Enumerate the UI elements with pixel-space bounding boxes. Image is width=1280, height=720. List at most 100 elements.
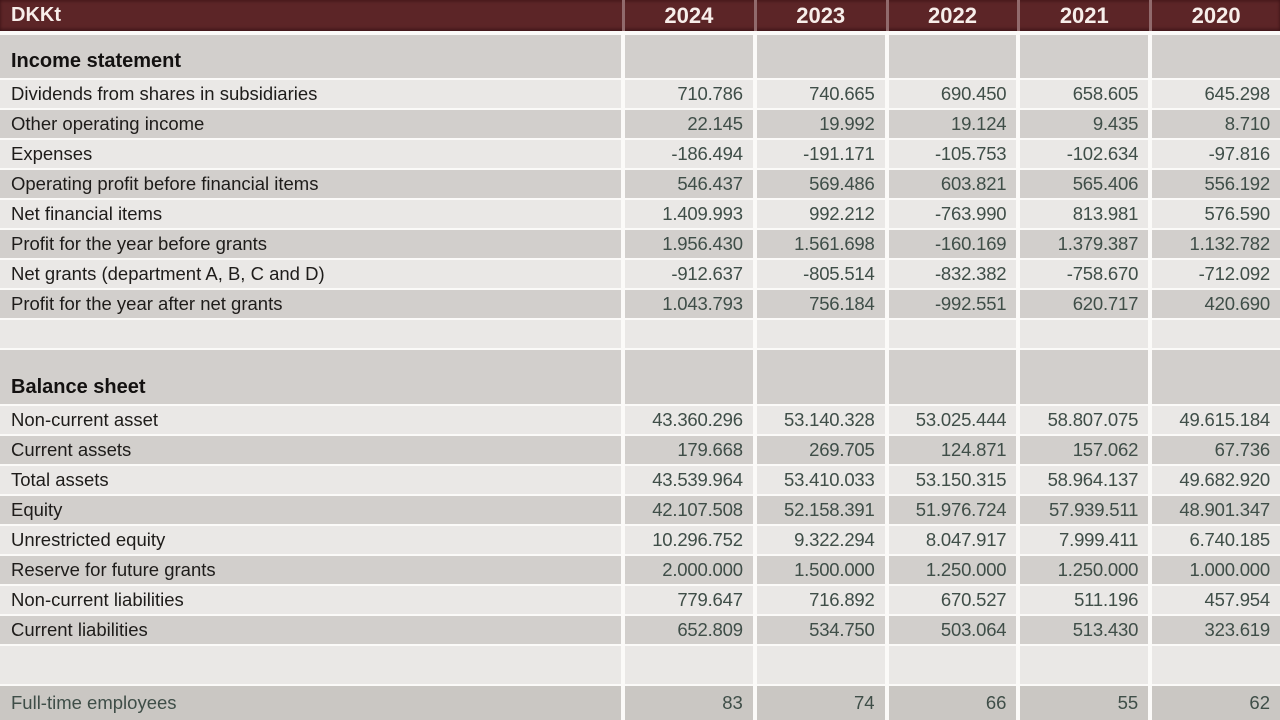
cell-value: 690.450: [888, 80, 1017, 108]
cell-value: 565.406: [1020, 170, 1149, 198]
year-header: 2023: [757, 0, 885, 31]
cell-value: -186.494: [625, 140, 753, 168]
cell-value: 740.665: [756, 80, 885, 108]
cell-value: 534.750: [756, 616, 885, 644]
cell-value: 62: [1152, 686, 1280, 720]
empty-cell: [1020, 35, 1149, 78]
table-row: Profit for the year before grants 1.956.4…: [0, 230, 1280, 258]
year-header: 2024: [625, 0, 753, 31]
row-label: Profit for the year after net grants: [0, 290, 621, 318]
cell-value: 67.736: [1152, 436, 1280, 464]
cell-value: 49.682.920: [1152, 466, 1280, 494]
cell-value: 503.064: [888, 616, 1017, 644]
empty-cell: [625, 350, 753, 404]
row-label: Profit for the year before grants: [0, 230, 621, 258]
table-row: Dividends from shares in subsidiaries 710…: [0, 80, 1280, 108]
cell-value: -191.171: [756, 140, 885, 168]
cell-value: 57.939.511: [1020, 496, 1149, 524]
cell-value: 157.062: [1020, 436, 1149, 464]
year-header: 2020: [1152, 0, 1280, 31]
cell-value: 42.107.508: [625, 496, 753, 524]
row-label: Current assets: [0, 436, 621, 464]
cell-value: 52.158.391: [756, 496, 885, 524]
cell-value: 756.184: [756, 290, 885, 318]
cell-value: 43.539.964: [625, 466, 753, 494]
empty-cell: [756, 350, 885, 404]
cell-value: 569.486: [756, 170, 885, 198]
table-row: Current assets 179.668 269.705 124.871 157.0…: [0, 436, 1280, 464]
cell-value: 179.668: [625, 436, 753, 464]
cell-value: 53.150.315: [888, 466, 1017, 494]
empty-cell: [625, 320, 753, 348]
cell-value: -992.551: [888, 290, 1017, 318]
section-title: Balance sheet: [0, 350, 621, 404]
row-label: Non-current asset: [0, 406, 621, 434]
cell-value: -758.670: [1020, 260, 1149, 288]
empty-cell: [888, 350, 1017, 404]
cell-value: 1.500.000: [756, 556, 885, 584]
cell-value: 1.250.000: [888, 556, 1017, 584]
empty-cell: [888, 646, 1017, 684]
cell-value: 269.705: [756, 436, 885, 464]
cell-value: 645.298: [1152, 80, 1280, 108]
table-row: Expenses -186.494 -191.171 -105.753 -102.634…: [0, 140, 1280, 168]
table-body: Income statement Dividends from shares in…: [0, 35, 1280, 720]
section-header-row: Balance sheet: [0, 350, 1280, 404]
empty-cell: [888, 320, 1017, 348]
cell-value: 1.000.000: [1152, 556, 1280, 584]
cell-value: 55: [1020, 686, 1149, 720]
cell-value: 43.360.296: [625, 406, 753, 434]
empty-cell: [1152, 35, 1280, 78]
cell-value: -763.990: [888, 200, 1017, 228]
cell-value: 19.992: [756, 110, 885, 138]
cell-value: 576.590: [1152, 200, 1280, 228]
cell-value: 1.132.782: [1152, 230, 1280, 258]
cell-value: 603.821: [888, 170, 1017, 198]
cell-value: 74: [756, 686, 885, 720]
cell-value: 53.410.033: [756, 466, 885, 494]
row-label: Unrestricted equity: [0, 526, 621, 554]
cell-value: 49.615.184: [1152, 406, 1280, 434]
cell-value: 19.124: [888, 110, 1017, 138]
cell-value: 48.901.347: [1152, 496, 1280, 524]
cell-value: 51.976.724: [888, 496, 1017, 524]
empty-cell: [1152, 646, 1280, 684]
cell-value: 22.145: [625, 110, 753, 138]
table-row: Net financial items 1.409.993 992.212 -763.…: [0, 200, 1280, 228]
table-row: Net grants (department A, B, C and D) -91…: [0, 260, 1280, 288]
cell-value: 53.140.328: [756, 406, 885, 434]
table-row: Profit for the year after net grants 1.04…: [0, 290, 1280, 318]
row-label: Total assets: [0, 466, 621, 494]
spacer-row: [0, 320, 1280, 348]
cell-value: 652.809: [625, 616, 753, 644]
cell-value: 813.981: [1020, 200, 1149, 228]
cell-value: 9.322.294: [756, 526, 885, 554]
cell-value: 1.379.387: [1020, 230, 1149, 258]
row-label: Net grants (department A, B, C and D): [0, 260, 621, 288]
cell-value: 6.740.185: [1152, 526, 1280, 554]
cell-value: -102.634: [1020, 140, 1149, 168]
cell-value: 1.956.430: [625, 230, 753, 258]
cell-value: -160.169: [888, 230, 1017, 258]
section-header-row: Income statement: [0, 35, 1280, 78]
cell-value: 658.605: [1020, 80, 1149, 108]
cell-value: 1.561.698: [756, 230, 885, 258]
cell-value: -712.092: [1152, 260, 1280, 288]
empty-cell: [0, 320, 621, 348]
cell-value: 8.710: [1152, 110, 1280, 138]
empty-cell: [1020, 320, 1149, 348]
cell-value: 546.437: [625, 170, 753, 198]
row-label: Reserve for future grants: [0, 556, 621, 584]
cell-value: 58.807.075: [1020, 406, 1149, 434]
table-header-row: DKKt 2024 2023 2022 2021 2020: [0, 0, 1280, 31]
table-row: Non-current asset 43.360.296 53.140.328 53.…: [0, 406, 1280, 434]
empty-cell: [625, 646, 753, 684]
unit-label: DKKt: [11, 4, 61, 26]
cell-value: 8.047.917: [888, 526, 1017, 554]
table-row: Equity 42.107.508 52.158.391 51.976.724 57.9…: [0, 496, 1280, 524]
empty-cell: [625, 35, 753, 78]
cell-value: 9.435: [1020, 110, 1149, 138]
cell-value: 2.000.000: [625, 556, 753, 584]
cell-value: 513.430: [1020, 616, 1149, 644]
empty-cell: [756, 35, 885, 78]
